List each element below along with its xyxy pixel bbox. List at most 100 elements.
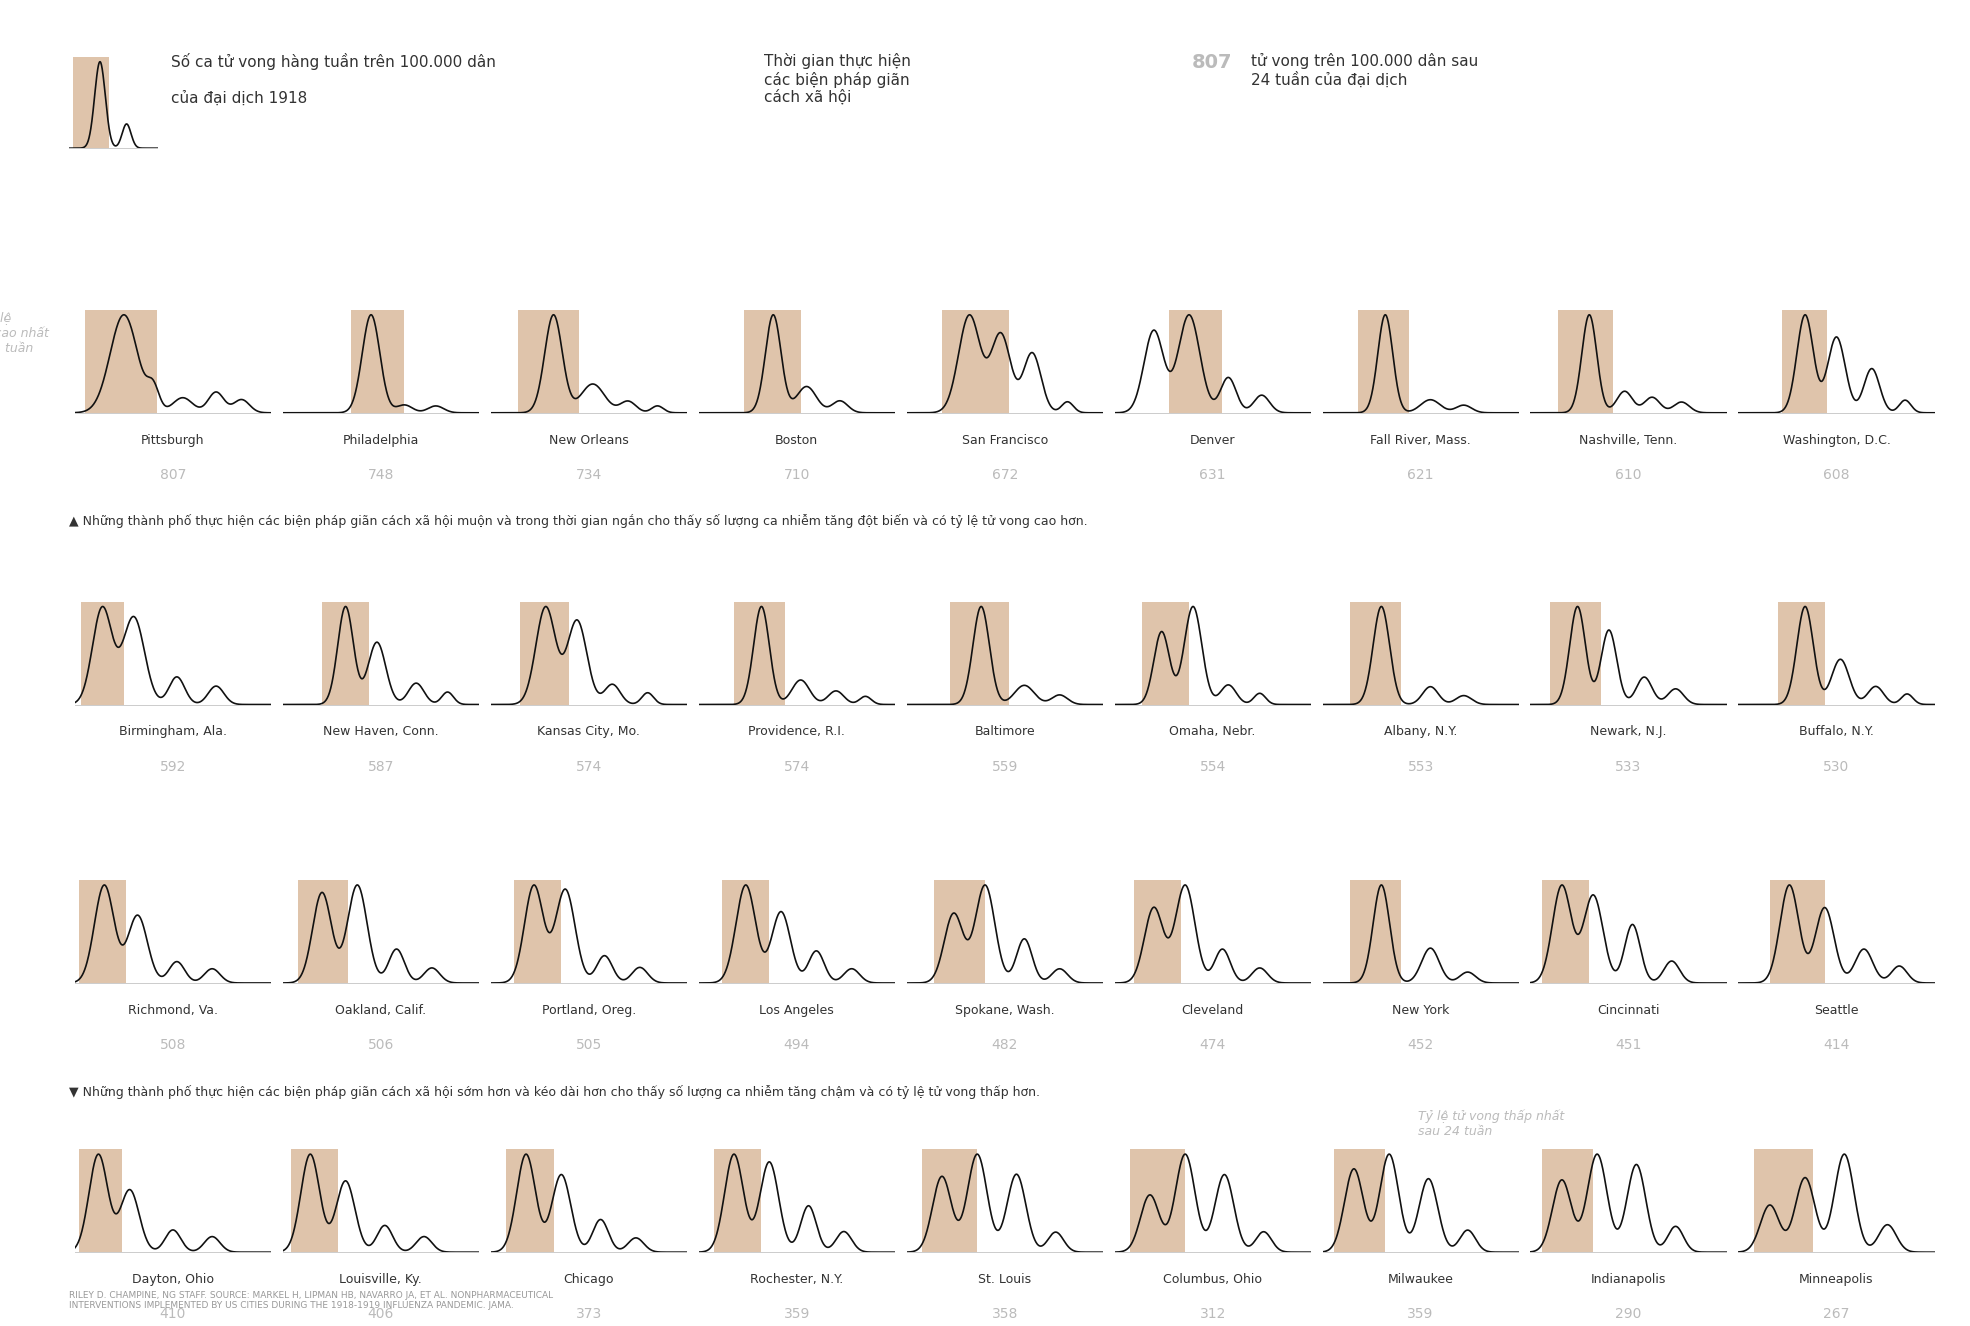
Text: 474: 474 <box>1200 1038 1225 1053</box>
Text: St. Louis: St. Louis <box>979 1273 1030 1286</box>
Text: Cincinnati: Cincinnati <box>1598 1004 1661 1017</box>
Text: 359: 359 <box>784 1307 810 1322</box>
Text: 414: 414 <box>1824 1038 1850 1053</box>
Bar <box>1170 310 1223 412</box>
Text: Omaha, Nebr.: Omaha, Nebr. <box>1170 725 1255 739</box>
Bar <box>1777 602 1824 704</box>
Text: Cleveland: Cleveland <box>1182 1004 1243 1017</box>
Text: của đại dịch 1918: của đại dịch 1918 <box>171 90 307 105</box>
Text: 734: 734 <box>575 468 603 483</box>
Text: 506: 506 <box>368 1038 394 1053</box>
Text: Providence, R.I.: Providence, R.I. <box>749 725 845 739</box>
Text: ▼ Những thành phố thực hiện các biện pháp giãn cách xã hội sớm hơn và kéo dài hơ: ▼ Những thành phố thực hiện các biện phá… <box>69 1085 1040 1099</box>
Bar <box>1550 602 1602 704</box>
Bar <box>1143 602 1190 704</box>
Text: 530: 530 <box>1824 760 1850 774</box>
Text: 312: 312 <box>1200 1307 1225 1322</box>
Text: 592: 592 <box>160 760 185 774</box>
Text: Kansas City, Mo.: Kansas City, Mo. <box>538 725 640 739</box>
Text: Tỷ lệ tử vong thấp nhất
sau 24 tuần: Tỷ lệ tử vong thấp nhất sau 24 tuần <box>1418 1110 1564 1138</box>
Bar <box>735 602 784 704</box>
Text: 508: 508 <box>160 1038 185 1053</box>
Text: Tỷ lệ
tử vong cao nhất
sau 24 tuần: Tỷ lệ tử vong cao nhất sau 24 tuần <box>0 312 49 355</box>
Bar <box>85 310 158 412</box>
Text: Louisville, Ky.: Louisville, Ky. <box>339 1273 422 1286</box>
Text: Nashville, Tenn.: Nashville, Tenn. <box>1580 434 1678 447</box>
Bar <box>73 57 108 149</box>
Bar <box>1135 880 1182 983</box>
Text: Boston: Boston <box>774 434 818 447</box>
Text: 358: 358 <box>991 1307 1018 1322</box>
Text: 807: 807 <box>160 468 185 483</box>
Text: San Francisco: San Francisco <box>961 434 1048 447</box>
Bar <box>745 310 800 412</box>
Bar <box>79 1150 122 1252</box>
Text: tử vong trên 100.000 dân sau
24 tuần của đại dịch: tử vong trên 100.000 dân sau 24 tuần của… <box>1251 53 1478 88</box>
Text: Philadelphia: Philadelphia <box>343 434 420 447</box>
Bar <box>1543 880 1590 983</box>
Text: Fall River, Mass.: Fall River, Mass. <box>1371 434 1472 447</box>
Bar <box>715 1150 762 1252</box>
Bar <box>1781 310 1826 412</box>
Text: Portland, Oreg.: Portland, Oreg. <box>542 1004 636 1017</box>
Text: Buffalo, N.Y.: Buffalo, N.Y. <box>1799 725 1873 739</box>
Bar <box>1543 1150 1594 1252</box>
Text: 533: 533 <box>1615 760 1641 774</box>
Text: Baltimore: Baltimore <box>975 725 1034 739</box>
Text: 410: 410 <box>160 1307 185 1322</box>
Bar <box>934 880 985 983</box>
Text: ▲ Những thành phố thực hiện các biện pháp giãn cách xã hội muộn và trong thời gi: ▲ Những thành phố thực hiện các biện phá… <box>69 514 1087 529</box>
Bar <box>1769 880 1824 983</box>
Text: Số ca tử vong hàng tuần trên 100.000 dân: Số ca tử vong hàng tuần trên 100.000 dân <box>171 53 496 70</box>
Text: Minneapolis: Minneapolis <box>1799 1273 1873 1286</box>
Bar <box>321 602 368 704</box>
Bar <box>506 1150 554 1252</box>
Bar <box>1558 310 1613 412</box>
Text: Oakland, Calif.: Oakland, Calif. <box>335 1004 426 1017</box>
Bar <box>723 880 770 983</box>
Text: 574: 574 <box>575 760 603 774</box>
Text: New York: New York <box>1393 1004 1450 1017</box>
Text: 608: 608 <box>1822 468 1850 483</box>
Text: 267: 267 <box>1824 1307 1850 1322</box>
Text: 587: 587 <box>368 760 394 774</box>
Text: 482: 482 <box>991 1038 1018 1053</box>
Text: Newark, N.J.: Newark, N.J. <box>1590 725 1667 739</box>
Text: Columbus, Ohio: Columbus, Ohio <box>1162 1273 1263 1286</box>
Bar <box>1131 1150 1186 1252</box>
Text: 406: 406 <box>368 1307 394 1322</box>
Text: 574: 574 <box>784 760 810 774</box>
Text: 559: 559 <box>991 760 1018 774</box>
Bar <box>514 880 561 983</box>
Text: 807: 807 <box>1192 53 1233 72</box>
Text: Thời gian thực hiện
các biện pháp giãn
cách xã hội: Thời gian thực hiện các biện pháp giãn c… <box>764 53 912 105</box>
Text: Milwaukee: Milwaukee <box>1387 1273 1454 1286</box>
Bar <box>922 1150 977 1252</box>
Text: 452: 452 <box>1407 1038 1434 1053</box>
Text: Spokane, Wash.: Spokane, Wash. <box>955 1004 1054 1017</box>
Text: Denver: Denver <box>1190 434 1235 447</box>
Text: 710: 710 <box>784 468 810 483</box>
Bar <box>1349 880 1401 983</box>
Text: Indianapolis: Indianapolis <box>1592 1273 1667 1286</box>
Text: New Orleans: New Orleans <box>550 434 628 447</box>
Bar <box>1357 310 1409 412</box>
Text: 505: 505 <box>575 1038 603 1053</box>
Bar <box>1753 1150 1812 1252</box>
Text: 494: 494 <box>784 1038 810 1053</box>
Bar <box>299 880 347 983</box>
Text: Los Angeles: Los Angeles <box>758 1004 833 1017</box>
Text: 672: 672 <box>991 468 1018 483</box>
Bar <box>942 310 1009 412</box>
Bar <box>1334 1150 1385 1252</box>
Bar <box>351 310 404 412</box>
Bar <box>81 602 124 704</box>
Text: 359: 359 <box>1407 1307 1434 1322</box>
Text: Pittsburgh: Pittsburgh <box>142 434 205 447</box>
Bar <box>520 602 569 704</box>
Text: 553: 553 <box>1407 760 1434 774</box>
Text: Seattle: Seattle <box>1814 1004 1860 1017</box>
Text: 610: 610 <box>1615 468 1641 483</box>
Bar <box>518 310 579 412</box>
Text: 373: 373 <box>575 1307 603 1322</box>
